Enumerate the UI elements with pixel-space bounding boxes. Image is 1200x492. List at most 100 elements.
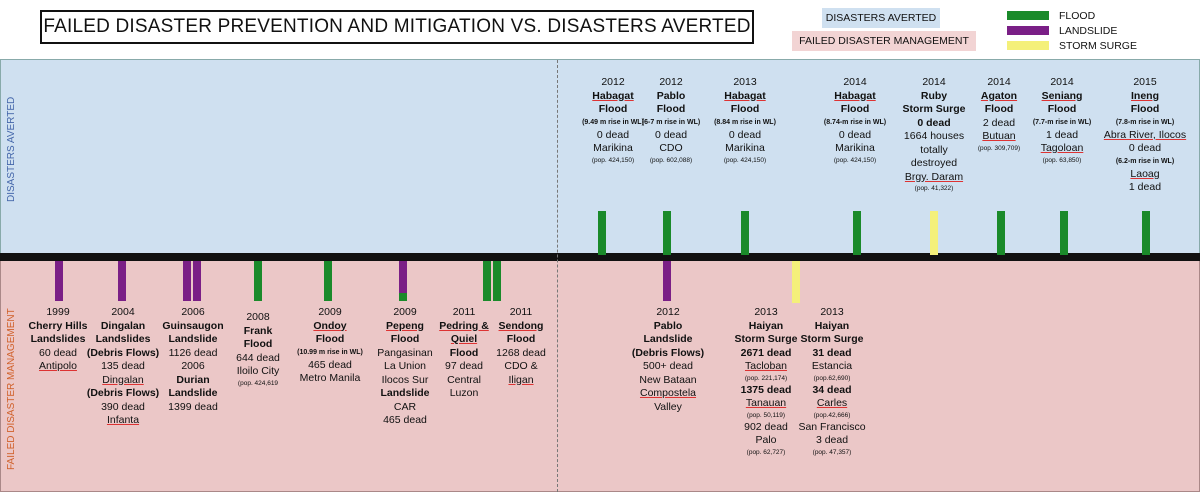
- event-line: Laoag: [1130, 167, 1160, 180]
- event-line: (9.49 m rise in WL): [582, 118, 644, 126]
- event-line: (pop. 41,322): [914, 185, 954, 192]
- event-2011-sendong: 2011 Sendong Flood 1268 dead CDO & Iligan: [496, 306, 546, 387]
- event-line: 1375 dead: [740, 383, 792, 396]
- event-line: Marikina: [835, 142, 875, 154]
- flood-bar: [324, 261, 332, 301]
- event-line: Agaton: [980, 89, 1018, 102]
- event-line: 34 dead: [812, 383, 852, 396]
- event-line: 465 dead: [308, 358, 352, 371]
- event-line: Valley: [654, 400, 682, 413]
- event-line: Iligan: [508, 373, 534, 386]
- event-line: 1268 dead: [496, 346, 546, 359]
- event-2012-pablo-landslide: 2012 Pablo Landslide (Debris Flows) 500+ dea…: [632, 306, 704, 414]
- event-line: Central: [447, 373, 481, 386]
- flood-bar: [598, 211, 606, 255]
- event-line: Pablo: [656, 89, 686, 102]
- landslide-bar: [663, 261, 671, 301]
- event-line: Flood: [243, 338, 273, 350]
- event-line: Landslide: [380, 387, 430, 399]
- event-line: Ilocos Sur: [381, 373, 429, 386]
- event-line: (10.99 m rise in WL): [297, 348, 363, 356]
- event-line: Flood: [840, 103, 870, 115]
- event-line: Metro Manila: [299, 372, 361, 384]
- event-line: CDO &: [504, 360, 538, 372]
- flood-bar-segment: [399, 293, 407, 301]
- event-line: 1999: [46, 306, 70, 318]
- event-line: 60 dead: [39, 346, 77, 359]
- event-line: 0 dead: [1128, 142, 1162, 154]
- side-label-averted: DISASTERS AVERTED: [6, 96, 17, 202]
- event-line: 2014: [1050, 76, 1074, 88]
- legend-flood-label: FLOOD: [1059, 10, 1096, 22]
- event-2012-pablo-flood: 2012 Pablo Flood (6-7 m rise in WL) 0 dead CD…: [642, 76, 700, 166]
- event-line: Habagat: [592, 89, 634, 102]
- event-2004-dingalan: 2004 Dingalan Landslides (Debris Flows) 135 …: [87, 306, 159, 428]
- event-line: (6-7 m rise in WL): [641, 118, 701, 126]
- event-line: Palo: [755, 434, 777, 446]
- event-line: Flood: [1047, 103, 1077, 115]
- event-line: 390 dead: [101, 400, 145, 413]
- event-line: Pedring &: [439, 319, 489, 332]
- event-line: 2014: [843, 76, 867, 88]
- flood-bar: [254, 261, 262, 301]
- event-line: 2012: [659, 76, 683, 88]
- event-line: Tacloban: [744, 360, 788, 372]
- event-2011-pedring-quiel: 2011 Pedring & Quiel Flood 97 dead Central Luz…: [439, 306, 489, 401]
- event-line: Haiyan: [748, 319, 784, 332]
- surge-bar: [930, 211, 938, 255]
- event-line: Durian: [176, 373, 210, 386]
- landslide-bar: [193, 261, 201, 301]
- event-line: (pop. 424,619: [237, 379, 279, 387]
- event-line: (7.8-m rise in WL): [1115, 118, 1175, 126]
- event-2009-pepeng: 2009 Pepeng Flood Pangasinan La Union Ilocos …: [377, 306, 432, 428]
- event-line: Flood: [730, 103, 760, 115]
- event-line: 2014: [922, 76, 946, 88]
- event-line: 2009: [318, 306, 342, 318]
- event-line: Tagoloan: [1040, 142, 1084, 154]
- event-line: 1126 dead: [168, 346, 218, 359]
- event-line: (Debris Flows): [86, 346, 160, 359]
- event-line: 2671 dead: [740, 346, 792, 359]
- event-line: (pop. 424,150): [833, 156, 877, 164]
- event-line: (Debris Flows): [86, 387, 160, 399]
- event-2012-habagat-flood: 2012 Habagat Flood (9.49 m rise in WL) 0 dea…: [582, 76, 644, 166]
- event-line: Landslide: [168, 387, 218, 399]
- event-line: Brgy. Daram: [904, 170, 964, 183]
- event-line: Flood: [506, 333, 536, 345]
- event-line: 1 dead: [1128, 181, 1162, 193]
- event-line: Tanauan: [745, 397, 787, 409]
- event-2013-haiyan-tacloban: 2013 Haiyan Storm Surge 2671 dead Tacloban (p…: [734, 306, 797, 458]
- event-line: Infanta: [106, 414, 140, 426]
- flood-bar: [997, 211, 1005, 255]
- event-line: Pangasinan: [377, 346, 433, 359]
- event-line: Antipolo: [39, 360, 77, 372]
- event-2006-guinsaugon-durian: 2006 Guinsaugon Landslide 1126 dead 2006 Duri…: [162, 306, 223, 414]
- event-line: Storm Surge: [800, 333, 864, 345]
- event-line: Pablo: [653, 319, 683, 332]
- event-line: (pop. 424,150): [723, 156, 767, 164]
- event-line: 1 dead: [1045, 128, 1079, 141]
- surge-bar: [792, 261, 800, 303]
- flood-bar: [1060, 211, 1068, 255]
- event-line: (pop. 602,088): [649, 156, 693, 164]
- event-2009-ondoy: 2009 Ondoy Flood (10.99 m rise in WL) 465 de…: [297, 306, 363, 386]
- flood-bar: [853, 211, 861, 255]
- event-line: Storm Surge: [902, 103, 966, 115]
- event-line: (pop.42,666): [813, 411, 851, 419]
- event-line: Flood: [598, 103, 628, 115]
- event-line: Compostela: [639, 387, 697, 399]
- event-line: 2015: [1133, 76, 1157, 88]
- event-line: 2012: [656, 306, 680, 318]
- event-line: 97 dead: [445, 360, 483, 372]
- event-line: Dingalan: [102, 373, 144, 386]
- event-line: Estancia: [811, 360, 853, 372]
- event-line: (Debris Flows): [631, 346, 705, 359]
- event-line: 644 dead: [236, 351, 280, 364]
- event-2013-habagat-flood: 2013 Habagat Flood (8.84 m rise in WL) 0 dea…: [714, 76, 776, 166]
- event-line: 2014: [987, 76, 1011, 88]
- event-line: 1399 dead: [168, 400, 218, 413]
- event-line: 31 dead: [812, 346, 852, 359]
- event-line: 2011: [509, 306, 533, 318]
- event-line: Seniang: [1041, 89, 1083, 102]
- event-line: (pop. 221,174): [744, 374, 788, 382]
